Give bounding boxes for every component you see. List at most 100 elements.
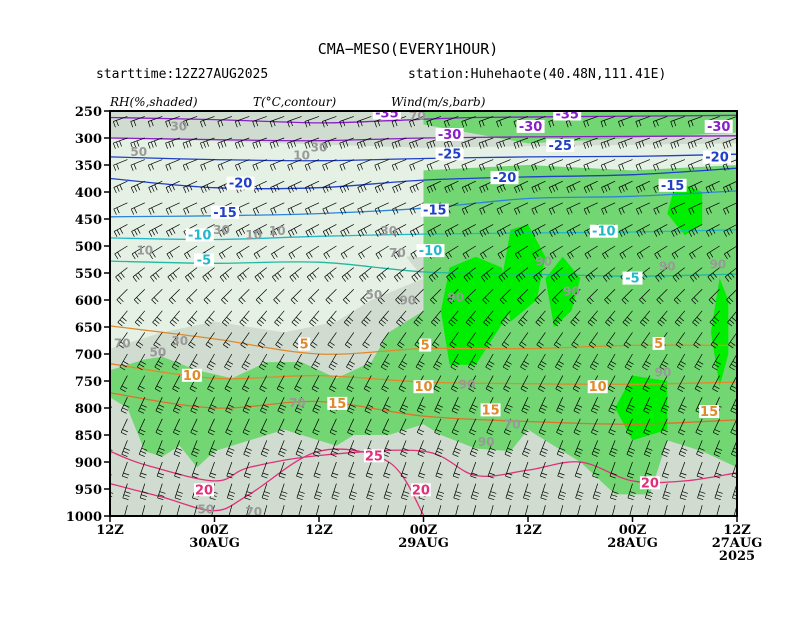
wind-barb xyxy=(661,461,670,479)
barb-feather xyxy=(280,404,287,408)
barb-feather xyxy=(635,121,639,128)
barb-feather xyxy=(223,140,227,147)
wind-barb xyxy=(151,288,163,305)
barb-staff xyxy=(714,461,720,477)
barb-feather xyxy=(639,299,644,305)
wind-barb xyxy=(190,397,200,414)
wind-barb xyxy=(601,202,616,215)
wind-barb xyxy=(533,267,546,282)
barb-staff xyxy=(538,418,546,433)
barb-feather xyxy=(345,140,349,147)
barb-feather xyxy=(618,187,622,194)
barb-staff xyxy=(189,353,198,368)
barb-feather xyxy=(158,520,164,522)
barb-feather xyxy=(722,165,726,171)
wind-barb xyxy=(255,288,268,305)
barb-staff xyxy=(433,375,442,389)
wind-barb xyxy=(433,375,442,393)
barb-staff xyxy=(569,288,581,301)
wind-barb xyxy=(531,180,546,194)
barb-feather xyxy=(207,388,213,393)
barb-staff xyxy=(191,461,198,477)
barb-staff xyxy=(559,505,564,516)
barb-feather xyxy=(205,274,210,280)
barb-staff xyxy=(447,288,459,301)
barb-feather xyxy=(176,447,183,451)
wind-barb xyxy=(165,202,180,215)
barb-feather xyxy=(262,494,269,497)
barb-staff xyxy=(531,137,546,144)
barb-feather xyxy=(141,494,148,497)
wind-barb xyxy=(165,180,180,194)
wind-barb xyxy=(618,159,633,171)
barb-feather xyxy=(692,322,698,327)
barb-staff xyxy=(240,332,250,345)
barb-feather xyxy=(131,253,136,260)
barb-feather xyxy=(211,447,218,451)
barb-feather xyxy=(330,453,337,457)
barb-feather xyxy=(346,228,350,234)
barb-feather xyxy=(688,187,692,194)
barb-feather xyxy=(489,472,495,476)
barb-feather xyxy=(365,316,371,322)
barb-staff xyxy=(374,137,389,144)
wind-barb xyxy=(275,332,285,349)
barb-feather xyxy=(307,141,311,148)
barb-staff xyxy=(636,224,651,232)
barb-feather xyxy=(401,360,408,365)
wind-barb xyxy=(271,245,285,260)
barb-feather xyxy=(687,121,691,128)
barb-feather xyxy=(400,453,407,457)
barb-feather xyxy=(102,141,104,147)
wind-barb xyxy=(242,397,252,414)
barb-feather xyxy=(203,299,209,305)
wind-barb xyxy=(156,440,165,457)
barb-staff xyxy=(671,224,685,232)
wind-barb xyxy=(311,375,320,393)
barb-feather xyxy=(549,253,554,260)
wind-barb xyxy=(444,224,459,237)
temperature-label: -35 xyxy=(375,106,399,121)
barb-feather xyxy=(539,453,546,457)
wind-barb xyxy=(257,332,268,349)
barb-feather xyxy=(711,228,716,234)
barb-feather xyxy=(133,185,138,192)
barb-staff xyxy=(357,137,372,144)
rh-region-rh_70_90 xyxy=(423,111,737,144)
barb-feather xyxy=(695,432,702,436)
barb-feather xyxy=(708,163,712,170)
barb-feather xyxy=(657,252,661,258)
wind-barb xyxy=(170,332,180,349)
barb-staff xyxy=(114,224,128,232)
barb-feather xyxy=(713,363,720,368)
barb-staff xyxy=(392,180,407,188)
wind-barb xyxy=(503,397,513,414)
barb-feather xyxy=(641,297,647,302)
barb-feather xyxy=(571,297,577,302)
wind-barb xyxy=(152,310,163,327)
barb-feather xyxy=(660,388,666,393)
wind-barb xyxy=(662,483,671,501)
barb-feather xyxy=(583,187,587,194)
barb-feather xyxy=(325,163,329,170)
barb-staff xyxy=(726,288,737,301)
barb-feather xyxy=(654,253,659,260)
wind-barb xyxy=(443,116,459,128)
wind-barb xyxy=(260,418,268,436)
barb-feather xyxy=(157,450,164,454)
barb-feather xyxy=(729,366,735,371)
rh-label: 90 xyxy=(535,254,552,268)
wind-barb xyxy=(364,397,374,414)
barb-staff xyxy=(364,418,372,433)
barb-staff xyxy=(339,137,354,144)
barb-feather xyxy=(627,475,634,479)
wind-barb xyxy=(238,288,250,305)
wind-barb xyxy=(607,375,616,393)
barb-feather xyxy=(225,272,230,278)
barb-feather xyxy=(186,207,190,214)
barb-staff xyxy=(724,245,737,255)
barb-feather xyxy=(137,319,143,324)
barb-feather xyxy=(538,272,543,278)
barb-staff xyxy=(256,310,268,323)
wind-barb xyxy=(415,353,425,371)
